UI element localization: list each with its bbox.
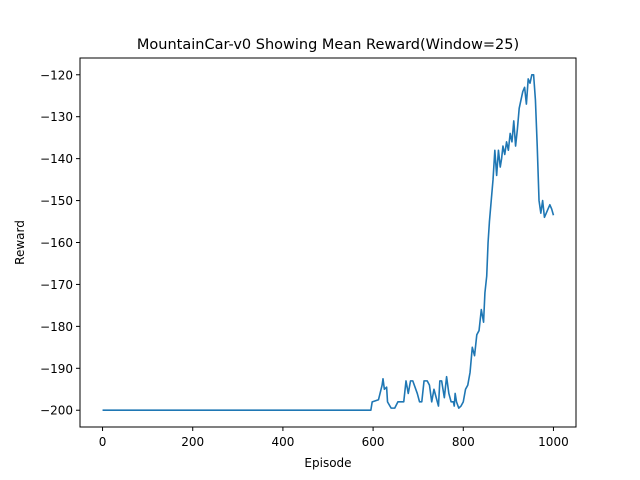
x-tick-label: 800 [452, 435, 475, 449]
y-tick-label: −190 [40, 362, 73, 376]
y-tick-label: −120 [40, 68, 73, 82]
y-tick-label: −170 [40, 278, 73, 292]
y-axis-label: Reward [13, 220, 27, 265]
y-tick-label: −130 [40, 110, 73, 124]
x-tick-label: 600 [362, 435, 385, 449]
x-tick-label: 200 [181, 435, 204, 449]
chart-title: MountainCar-v0 Showing Mean Reward(Windo… [137, 37, 519, 53]
y-axis: −200 −190 −180 −170 −160 −150 −140 −130 −120 [40, 68, 80, 418]
y-tick-label: −150 [40, 194, 73, 208]
y-tick-label: −180 [40, 320, 73, 334]
x-axis-label: Episode [304, 456, 351, 470]
series-line [102, 73, 555, 412]
x-axis: 0 200 400 600 800 1000 [99, 427, 569, 449]
y-tick-label: −160 [40, 236, 73, 250]
y-tick-label: −140 [40, 152, 73, 166]
x-tick-label: 1000 [538, 435, 569, 449]
axes-frame [79, 57, 577, 428]
plot-area [79, 57, 577, 428]
x-tick-label: 0 [99, 435, 107, 449]
y-tick-label: −200 [40, 404, 73, 418]
x-tick-label: 400 [271, 435, 294, 449]
